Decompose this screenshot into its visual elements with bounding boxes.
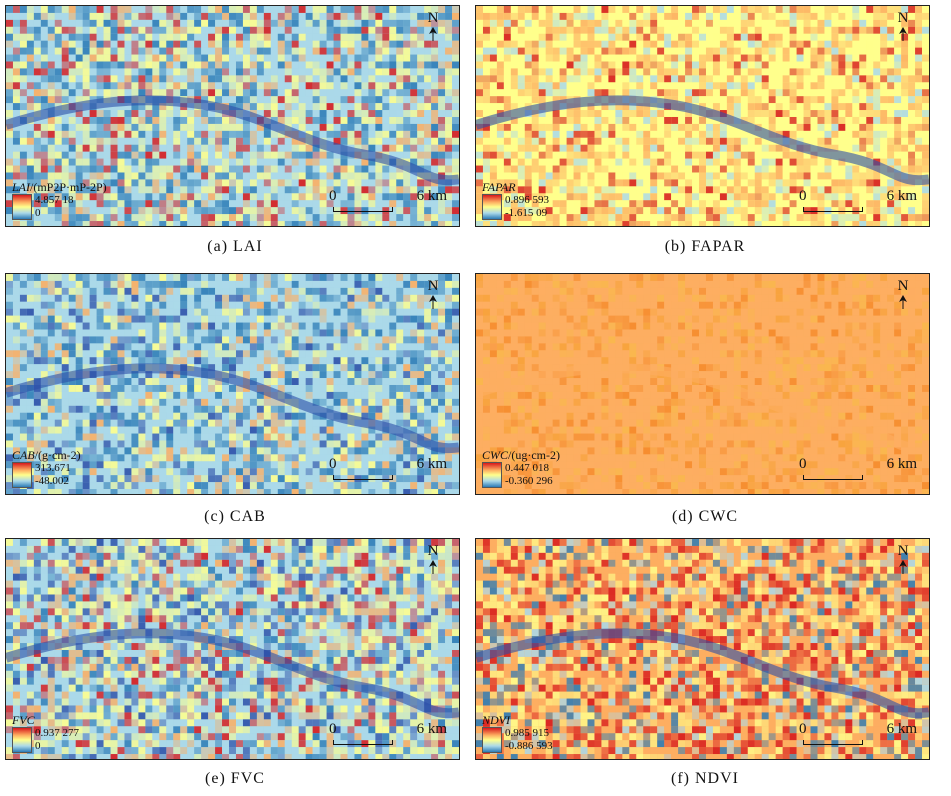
lai-raster	[6, 6, 459, 226]
scale-bar: 0 6 km	[791, 721, 917, 745]
scale-end: 6 km	[886, 188, 917, 204]
legend-title: LAI	[12, 180, 30, 194]
caption-a: (a) LAI	[207, 238, 263, 255]
north-arrow-icon	[899, 295, 907, 309]
legend-title: FAPAR	[482, 180, 516, 194]
scale-start: 0	[329, 456, 337, 472]
north-arrow: N	[423, 278, 443, 309]
legend-unit: /(mP2P·mP-2P)	[30, 180, 107, 194]
scale-start: 0	[799, 721, 807, 737]
legend-unit: /(g·cm-2)	[34, 448, 81, 462]
legend-title: FVC	[12, 713, 35, 727]
north-arrow-icon	[899, 560, 907, 574]
north-arrow: N	[893, 543, 913, 574]
ndvi-raster	[476, 539, 929, 759]
scale-start: 0	[329, 721, 337, 737]
legend-title: CWC	[482, 448, 509, 462]
map-panel-cwc: N CWC/(ug·cm-2) 0.447 018 -0.360 296 0 6 k…	[475, 273, 930, 495]
north-label: N	[427, 10, 439, 26]
legend-min: -0.886 593	[505, 740, 553, 752]
legend: CAB/(g·cm-2) 313.671 -48.002	[12, 449, 81, 488]
scale-bar: 0 6 km	[791, 456, 917, 480]
legend: FVC 0.937 277 0	[12, 714, 79, 753]
legend-min: 0	[35, 740, 41, 752]
legend-title: NDVI	[482, 713, 510, 727]
map-panel-cab: N CAB/(g·cm-2) 313.671 -48.002 0 6 km	[5, 273, 460, 495]
legend-min: -1.615 09	[505, 207, 548, 219]
map-panel-fapar: N FAPAR 0.896 593 -1.615 09 0 6 km	[475, 5, 930, 227]
legend-min: -0.360 296	[505, 475, 553, 487]
scale-bar: 0 6 km	[791, 188, 917, 212]
legend-max: 0.447 018	[505, 462, 549, 474]
legend: FAPAR 0.896 593 -1.615 09	[482, 181, 549, 220]
legend-max: 0.896 593	[505, 194, 549, 206]
north-arrow: N	[893, 278, 913, 309]
legend-min: -48.002	[35, 475, 69, 487]
color-ramp	[12, 727, 32, 753]
scale-end: 6 km	[886, 456, 917, 472]
legend: NDVI 0.985 915 -0.886 593	[482, 714, 553, 753]
scale-bar: 0 6 km	[321, 188, 447, 212]
north-arrow-icon	[429, 27, 437, 41]
scale-end: 6 km	[416, 456, 447, 472]
north-arrow-icon	[429, 295, 437, 309]
color-ramp	[12, 462, 32, 488]
scale-bar: 0 6 km	[321, 721, 447, 745]
caption-b: (b) FAPAR	[664, 238, 746, 255]
scale-start: 0	[799, 188, 807, 204]
legend-title: CAB	[12, 448, 35, 462]
caption-d: (d) CWC	[671, 508, 739, 525]
north-label: N	[897, 10, 909, 26]
scale-start: 0	[329, 188, 337, 204]
caption-c: (c) CAB	[204, 508, 266, 525]
color-ramp	[12, 194, 32, 220]
cwc-raster	[476, 274, 929, 494]
scale-end: 6 km	[416, 188, 447, 204]
legend-max: 0.985 915	[505, 727, 549, 739]
legend-max: 313.671	[35, 462, 71, 474]
legend: CWC/(ug·cm-2) 0.447 018 -0.360 296	[482, 449, 560, 488]
color-ramp	[482, 727, 502, 753]
scale-start: 0	[799, 456, 807, 472]
scale-end: 6 km	[886, 721, 917, 737]
scale-bar: 0 6 km	[321, 456, 447, 480]
map-panel-ndvi: N NDVI 0.985 915 -0.886 593 0 6 km	[475, 538, 930, 760]
north-arrow: N	[423, 10, 443, 41]
color-ramp	[482, 462, 502, 488]
legend-unit: /(ug·cm-2)	[508, 448, 560, 462]
caption-f: (f) NDVI	[671, 770, 739, 787]
north-label: N	[427, 278, 439, 294]
north-label: N	[427, 543, 439, 559]
legend-min: 0	[35, 207, 41, 219]
north-arrow-icon	[429, 560, 437, 574]
north-arrow: N	[893, 10, 913, 41]
north-label: N	[897, 543, 909, 559]
fvc-raster	[6, 539, 459, 759]
color-ramp	[482, 194, 502, 220]
scale-end: 6 km	[416, 721, 447, 737]
legend: LAI/(mP2P·mP-2P) 4.857 18 0	[12, 181, 107, 220]
legend-max: 0.937 277	[35, 727, 79, 739]
north-label: N	[897, 278, 909, 294]
cab-raster	[6, 274, 459, 494]
fapar-raster	[476, 6, 929, 226]
north-arrow-icon	[899, 27, 907, 41]
legend-max: 4.857 18	[35, 194, 74, 206]
north-arrow: N	[423, 543, 443, 574]
caption-e: (e) FVC	[205, 770, 265, 787]
